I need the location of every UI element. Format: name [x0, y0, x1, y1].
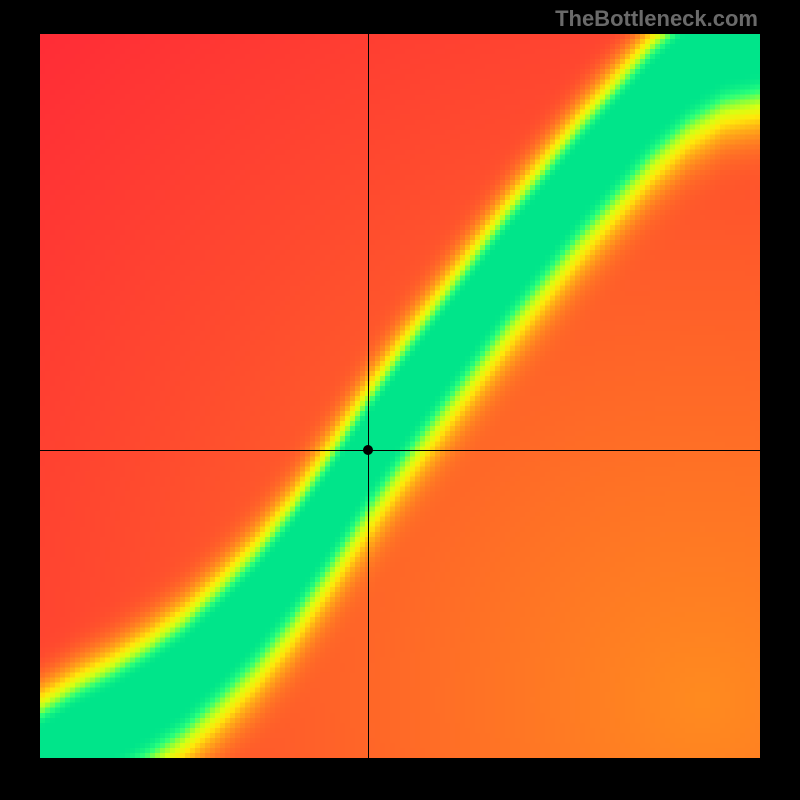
watermark-text: TheBottleneck.com — [555, 6, 758, 32]
heatmap-canvas — [40, 34, 760, 758]
crosshair-marker — [363, 445, 373, 455]
crosshair-horizontal — [40, 450, 760, 451]
crosshair-vertical — [368, 34, 369, 758]
